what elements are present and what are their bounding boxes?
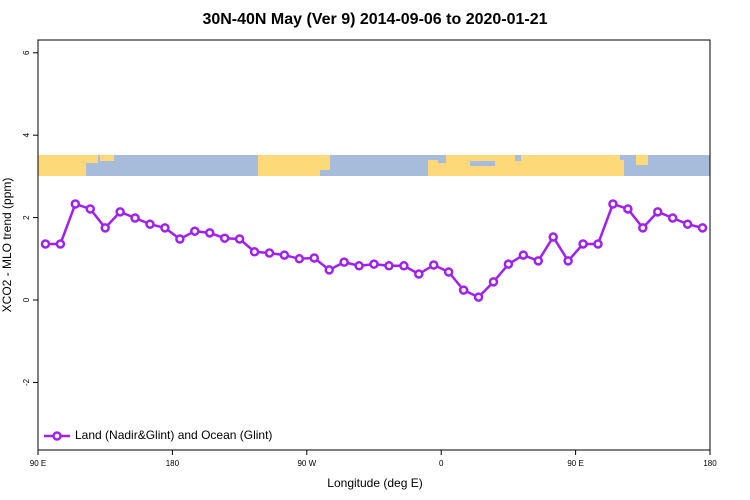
- data-point: [339, 257, 349, 267]
- x-tick-label: 180: [166, 459, 180, 468]
- data-point: [608, 199, 618, 209]
- data-point: [518, 250, 529, 260]
- data-point: [130, 213, 140, 223]
- data-point: [548, 232, 558, 242]
- x-tick-label: 180: [703, 459, 717, 468]
- x-axis-label: Longitude (deg E): [327, 476, 422, 490]
- legend-marker: [52, 431, 62, 441]
- data-point: [458, 285, 469, 295]
- data-point: [399, 261, 409, 271]
- data-point: [294, 254, 305, 264]
- data-point: [428, 260, 439, 270]
- y-tick-label: 2: [22, 215, 31, 220]
- data-point: [473, 292, 484, 302]
- chart-title: 30N-40N May (Ver 9) 2014-09-06 to 2020-0…: [202, 11, 547, 28]
- data-point: [324, 265, 334, 275]
- legend-label: Land (Nadir&Glint) and Ocean (Glint): [75, 428, 272, 442]
- data-point: [638, 223, 648, 233]
- data-point: [533, 256, 544, 266]
- data-point: [682, 219, 693, 229]
- data-point: [115, 207, 125, 217]
- data-point: [652, 207, 663, 217]
- y-tick-label: 6: [22, 50, 31, 55]
- data-point: [55, 239, 66, 249]
- data-point: [279, 250, 290, 260]
- y-tick-label: -2: [22, 378, 31, 386]
- data-point: [309, 253, 320, 263]
- data-point: [219, 233, 230, 243]
- data-point: [190, 226, 200, 236]
- data-point: [264, 248, 275, 258]
- x-tick-label: 90 W: [297, 459, 316, 468]
- data-point: [160, 223, 170, 233]
- x-tick-label: 90 E: [30, 459, 46, 468]
- data-point: [414, 269, 424, 279]
- data-point: [145, 219, 155, 229]
- data-point: [384, 261, 394, 271]
- data-point: [249, 247, 260, 257]
- x-tick-label: 90 E: [567, 459, 583, 468]
- data-point: [369, 259, 379, 269]
- data-point: [578, 239, 588, 249]
- y-tick-label: 4: [22, 132, 31, 137]
- x-tick-label: 0: [439, 459, 444, 468]
- data-point: [175, 234, 185, 244]
- y-axis-label: XCO2 - MLO trend (ppm): [0, 178, 14, 313]
- data-point: [85, 204, 96, 214]
- data-line: [45, 202, 703, 299]
- data-point: [40, 239, 51, 249]
- data-point: [503, 259, 514, 269]
- plot-frame: [37, 39, 711, 451]
- data-point: [697, 223, 708, 233]
- data-point: [593, 239, 603, 249]
- land-ocean-map: [38, 155, 710, 176]
- data-point: [354, 261, 364, 271]
- data-point: [488, 277, 499, 287]
- data-point: [623, 204, 633, 214]
- data-point: [563, 256, 573, 266]
- y-tick-label: 0: [22, 297, 31, 302]
- data-point: [100, 223, 110, 233]
- data-point: [234, 234, 245, 244]
- data-point: [70, 199, 81, 209]
- data-point: [443, 267, 454, 277]
- data-point: [204, 228, 215, 238]
- data-point: [667, 213, 678, 223]
